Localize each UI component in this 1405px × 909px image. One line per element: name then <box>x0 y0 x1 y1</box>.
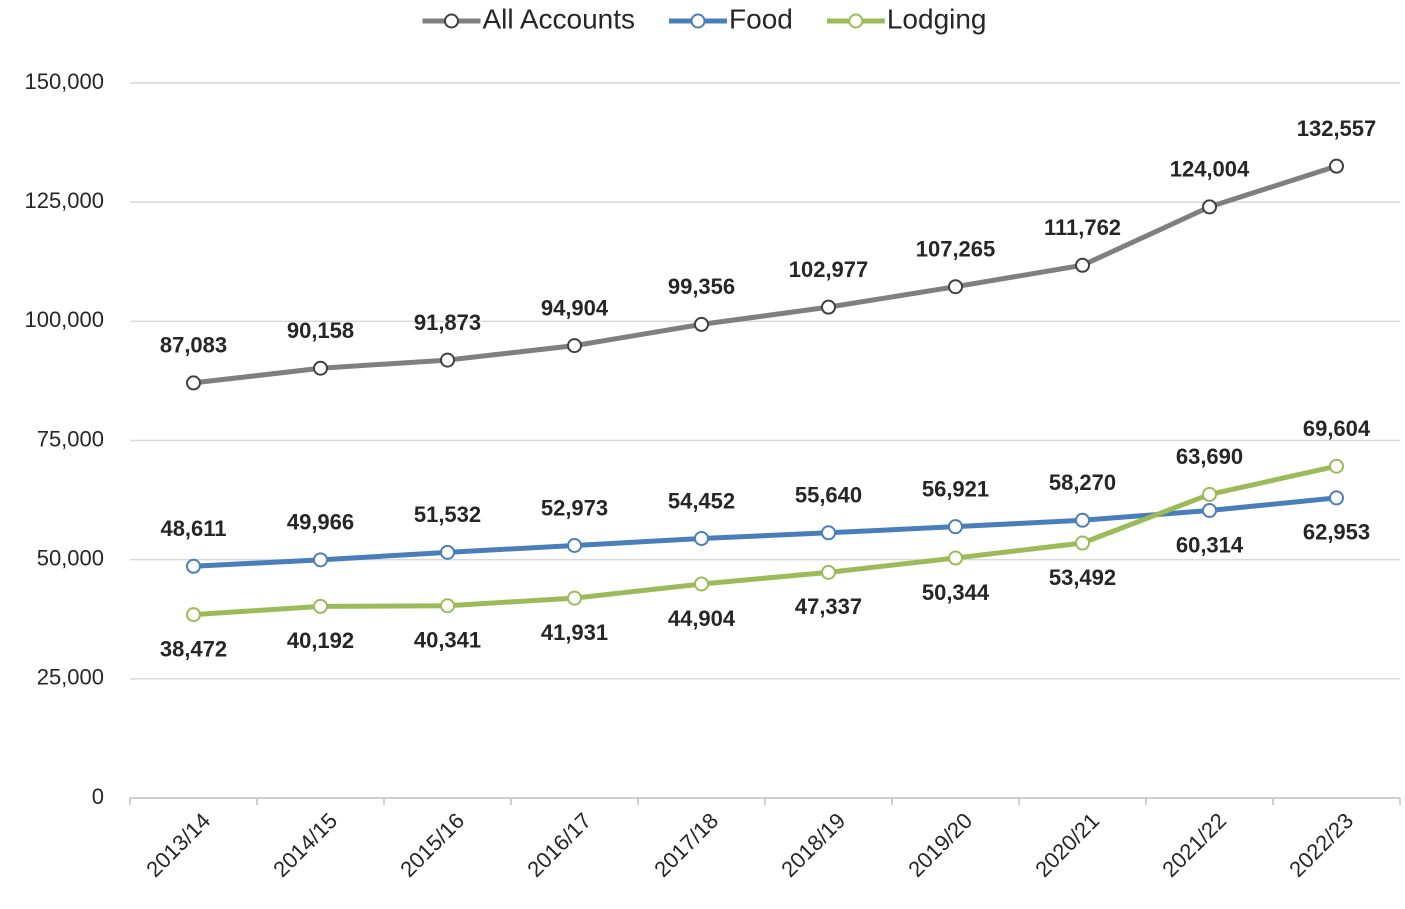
marker <box>567 338 582 354</box>
marker <box>186 375 201 391</box>
marker <box>313 598 328 614</box>
x-tick-label: 2022/23 <box>1284 808 1358 882</box>
marker <box>1202 199 1217 215</box>
legend-marker <box>690 13 706 29</box>
data-label: 40,341 <box>414 628 481 653</box>
data-label: 51,532 <box>414 502 481 527</box>
y-tick-label: 125,000 <box>24 188 104 213</box>
data-label: 55,640 <box>795 483 862 508</box>
marker <box>948 550 963 566</box>
legend-label: Lodging <box>887 3 987 34</box>
marker <box>440 544 455 560</box>
legend-item: All Accounts <box>422 3 635 34</box>
x-tick-label: 2014/15 <box>268 808 342 882</box>
data-label: 69,604 <box>1303 416 1371 441</box>
data-label: 132,557 <box>1297 116 1377 141</box>
data-label: 90,158 <box>287 318 354 343</box>
legend-item: Food <box>669 3 793 34</box>
marker <box>567 590 582 606</box>
marker <box>567 537 582 553</box>
data-label: 38,472 <box>160 636 227 661</box>
data-label: 63,690 <box>1176 444 1243 469</box>
y-tick-label: 50,000 <box>37 545 104 570</box>
x-tick-label: 2020/21 <box>1030 808 1104 882</box>
data-label: 91,873 <box>414 310 481 335</box>
legend-item: Lodging <box>826 3 987 34</box>
data-label: 62,953 <box>1303 520 1370 545</box>
data-label: 60,314 <box>1176 532 1244 557</box>
series-line <box>193 495 1337 569</box>
series-line <box>193 463 1338 618</box>
x-tick-label: 2015/16 <box>395 808 469 882</box>
x-tick-label: 2013/14 <box>141 808 215 882</box>
data-label: 48,611 <box>160 516 226 541</box>
x-tick-label: 2016/17 <box>522 808 596 882</box>
y-tick-label: 150,000 <box>24 69 104 94</box>
marker <box>1202 503 1217 519</box>
y-tick-label: 0 <box>92 784 104 809</box>
x-tick-label: 2021/22 <box>1157 808 1231 882</box>
marker <box>1329 158 1344 174</box>
legend-marker <box>848 13 864 29</box>
marker <box>1202 486 1217 502</box>
marker <box>948 279 963 295</box>
marker <box>1075 257 1090 273</box>
marker <box>1329 458 1344 474</box>
data-label: 44,904 <box>668 606 736 631</box>
legend-marker <box>443 13 459 29</box>
marker <box>186 607 201 623</box>
data-label: 56,921 <box>922 476 989 501</box>
marker <box>440 352 455 368</box>
marker <box>821 299 836 315</box>
marker <box>440 598 455 614</box>
data-label: 47,337 <box>795 594 862 619</box>
data-label: 107,265 <box>916 237 996 262</box>
series-line <box>193 163 1338 386</box>
data-label: 53,492 <box>1049 565 1116 590</box>
data-label: 49,966 <box>287 510 354 535</box>
x-tick-label: 2019/20 <box>903 808 977 882</box>
data-label: 58,270 <box>1049 470 1116 495</box>
legend-label: All Accounts <box>482 3 635 34</box>
legend-label: Food <box>729 3 793 34</box>
marker <box>186 558 201 574</box>
marker <box>694 316 709 332</box>
data-label: 102,977 <box>789 257 869 282</box>
marker <box>313 360 328 376</box>
data-label: 94,904 <box>541 295 609 320</box>
data-label: 41,931 <box>541 620 608 645</box>
y-tick-label: 25,000 <box>37 665 104 690</box>
x-tick-label: 2017/18 <box>649 808 723 882</box>
data-label: 87,083 <box>160 333 227 358</box>
data-label: 50,344 <box>922 580 990 605</box>
marker <box>821 525 836 541</box>
marker <box>694 576 709 592</box>
data-label: 99,356 <box>668 274 735 299</box>
marker <box>313 552 328 568</box>
data-label: 124,004 <box>1170 157 1250 182</box>
marker <box>694 530 709 546</box>
data-label: 52,973 <box>541 495 608 520</box>
legend: All Accounts Food Lodging <box>422 3 987 34</box>
y-tick-label: 75,000 <box>37 426 104 451</box>
marker <box>1075 512 1090 528</box>
marker <box>1075 535 1090 551</box>
y-tick-label: 100,000 <box>24 307 104 332</box>
marker <box>948 519 963 535</box>
data-label: 54,452 <box>668 488 735 513</box>
data-label: 111,762 <box>1044 215 1121 240</box>
marker <box>1329 490 1344 506</box>
marker <box>821 564 836 580</box>
data-label: 40,192 <box>287 628 354 653</box>
x-tick-label: 2018/19 <box>776 808 850 882</box>
